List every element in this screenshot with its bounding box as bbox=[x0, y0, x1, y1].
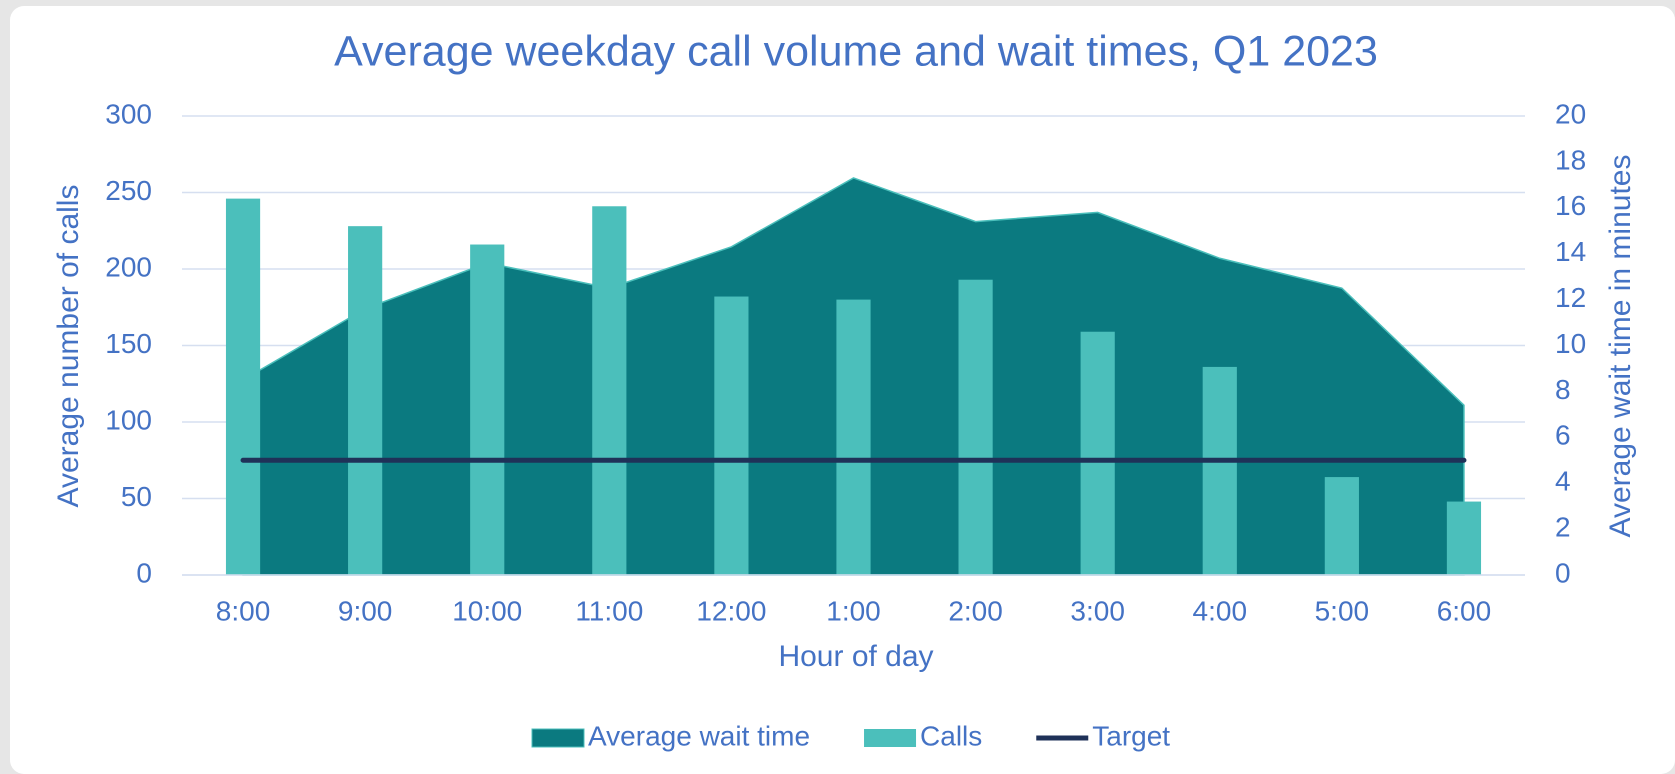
x-tick-label: 1:00 bbox=[826, 595, 881, 626]
x-tick-label: 11:00 bbox=[575, 595, 643, 626]
x-axis-title: Hour of day bbox=[778, 640, 933, 673]
y-axis-title: Average number of calls bbox=[52, 185, 85, 508]
x-tick-label: 6:00 bbox=[1437, 595, 1492, 626]
chart-title: Average weekday call volume and wait tim… bbox=[334, 27, 1378, 75]
x-tick-label: 2:00 bbox=[948, 595, 1003, 626]
legend-label: Target bbox=[1092, 720, 1170, 751]
y2-tick-label: 10 bbox=[1555, 328, 1586, 359]
bar bbox=[1324, 477, 1359, 575]
bar bbox=[592, 206, 627, 575]
y2-tick-label: 14 bbox=[1555, 236, 1586, 267]
bar bbox=[1446, 501, 1482, 575]
y-tick-label: 150 bbox=[105, 328, 152, 359]
bar bbox=[348, 226, 383, 575]
bar bbox=[958, 279, 993, 575]
bar bbox=[470, 244, 505, 575]
y2-tick-label: 2 bbox=[1555, 511, 1571, 542]
x-tick-label: 9:00 bbox=[338, 595, 393, 626]
x-tick-label: 4:00 bbox=[1193, 595, 1248, 626]
y2-tick-label: 12 bbox=[1555, 282, 1586, 313]
bar bbox=[225, 198, 261, 575]
bar bbox=[836, 299, 871, 575]
x-tick-label: 3:00 bbox=[1070, 595, 1125, 626]
y2-tick-label: 0 bbox=[1555, 557, 1571, 588]
y-tick-label: 200 bbox=[105, 251, 152, 282]
bar bbox=[1202, 366, 1237, 575]
legend-label: Average wait time bbox=[588, 720, 810, 751]
x-tick-label: 8:00 bbox=[216, 595, 271, 626]
y-tick-label: 300 bbox=[105, 98, 152, 129]
legend-label: Calls bbox=[920, 720, 982, 751]
y2-axis-title: Average wait time in minutes bbox=[1604, 155, 1637, 538]
y2-tick-label: 18 bbox=[1555, 144, 1586, 175]
y2-tick-label: 16 bbox=[1555, 190, 1586, 221]
x-tick-label: 10:00 bbox=[452, 595, 522, 626]
y-tick-label: 250 bbox=[105, 175, 152, 206]
y2-tick-label: 8 bbox=[1555, 374, 1571, 405]
legend-swatch bbox=[531, 728, 585, 748]
y-tick-label: 0 bbox=[136, 557, 152, 588]
y2-tick-label: 20 bbox=[1555, 98, 1586, 129]
y2-tick-label: 4 bbox=[1555, 466, 1571, 497]
x-tick-label: 5:00 bbox=[1315, 595, 1370, 626]
x-tick-label: 12:00 bbox=[696, 595, 766, 626]
y-tick-label: 100 bbox=[105, 404, 152, 435]
legend-swatch bbox=[864, 729, 917, 747]
y-tick-label: 50 bbox=[121, 481, 152, 512]
bar bbox=[1080, 331, 1115, 575]
bar bbox=[714, 296, 749, 575]
y2-tick-label: 6 bbox=[1555, 420, 1571, 451]
